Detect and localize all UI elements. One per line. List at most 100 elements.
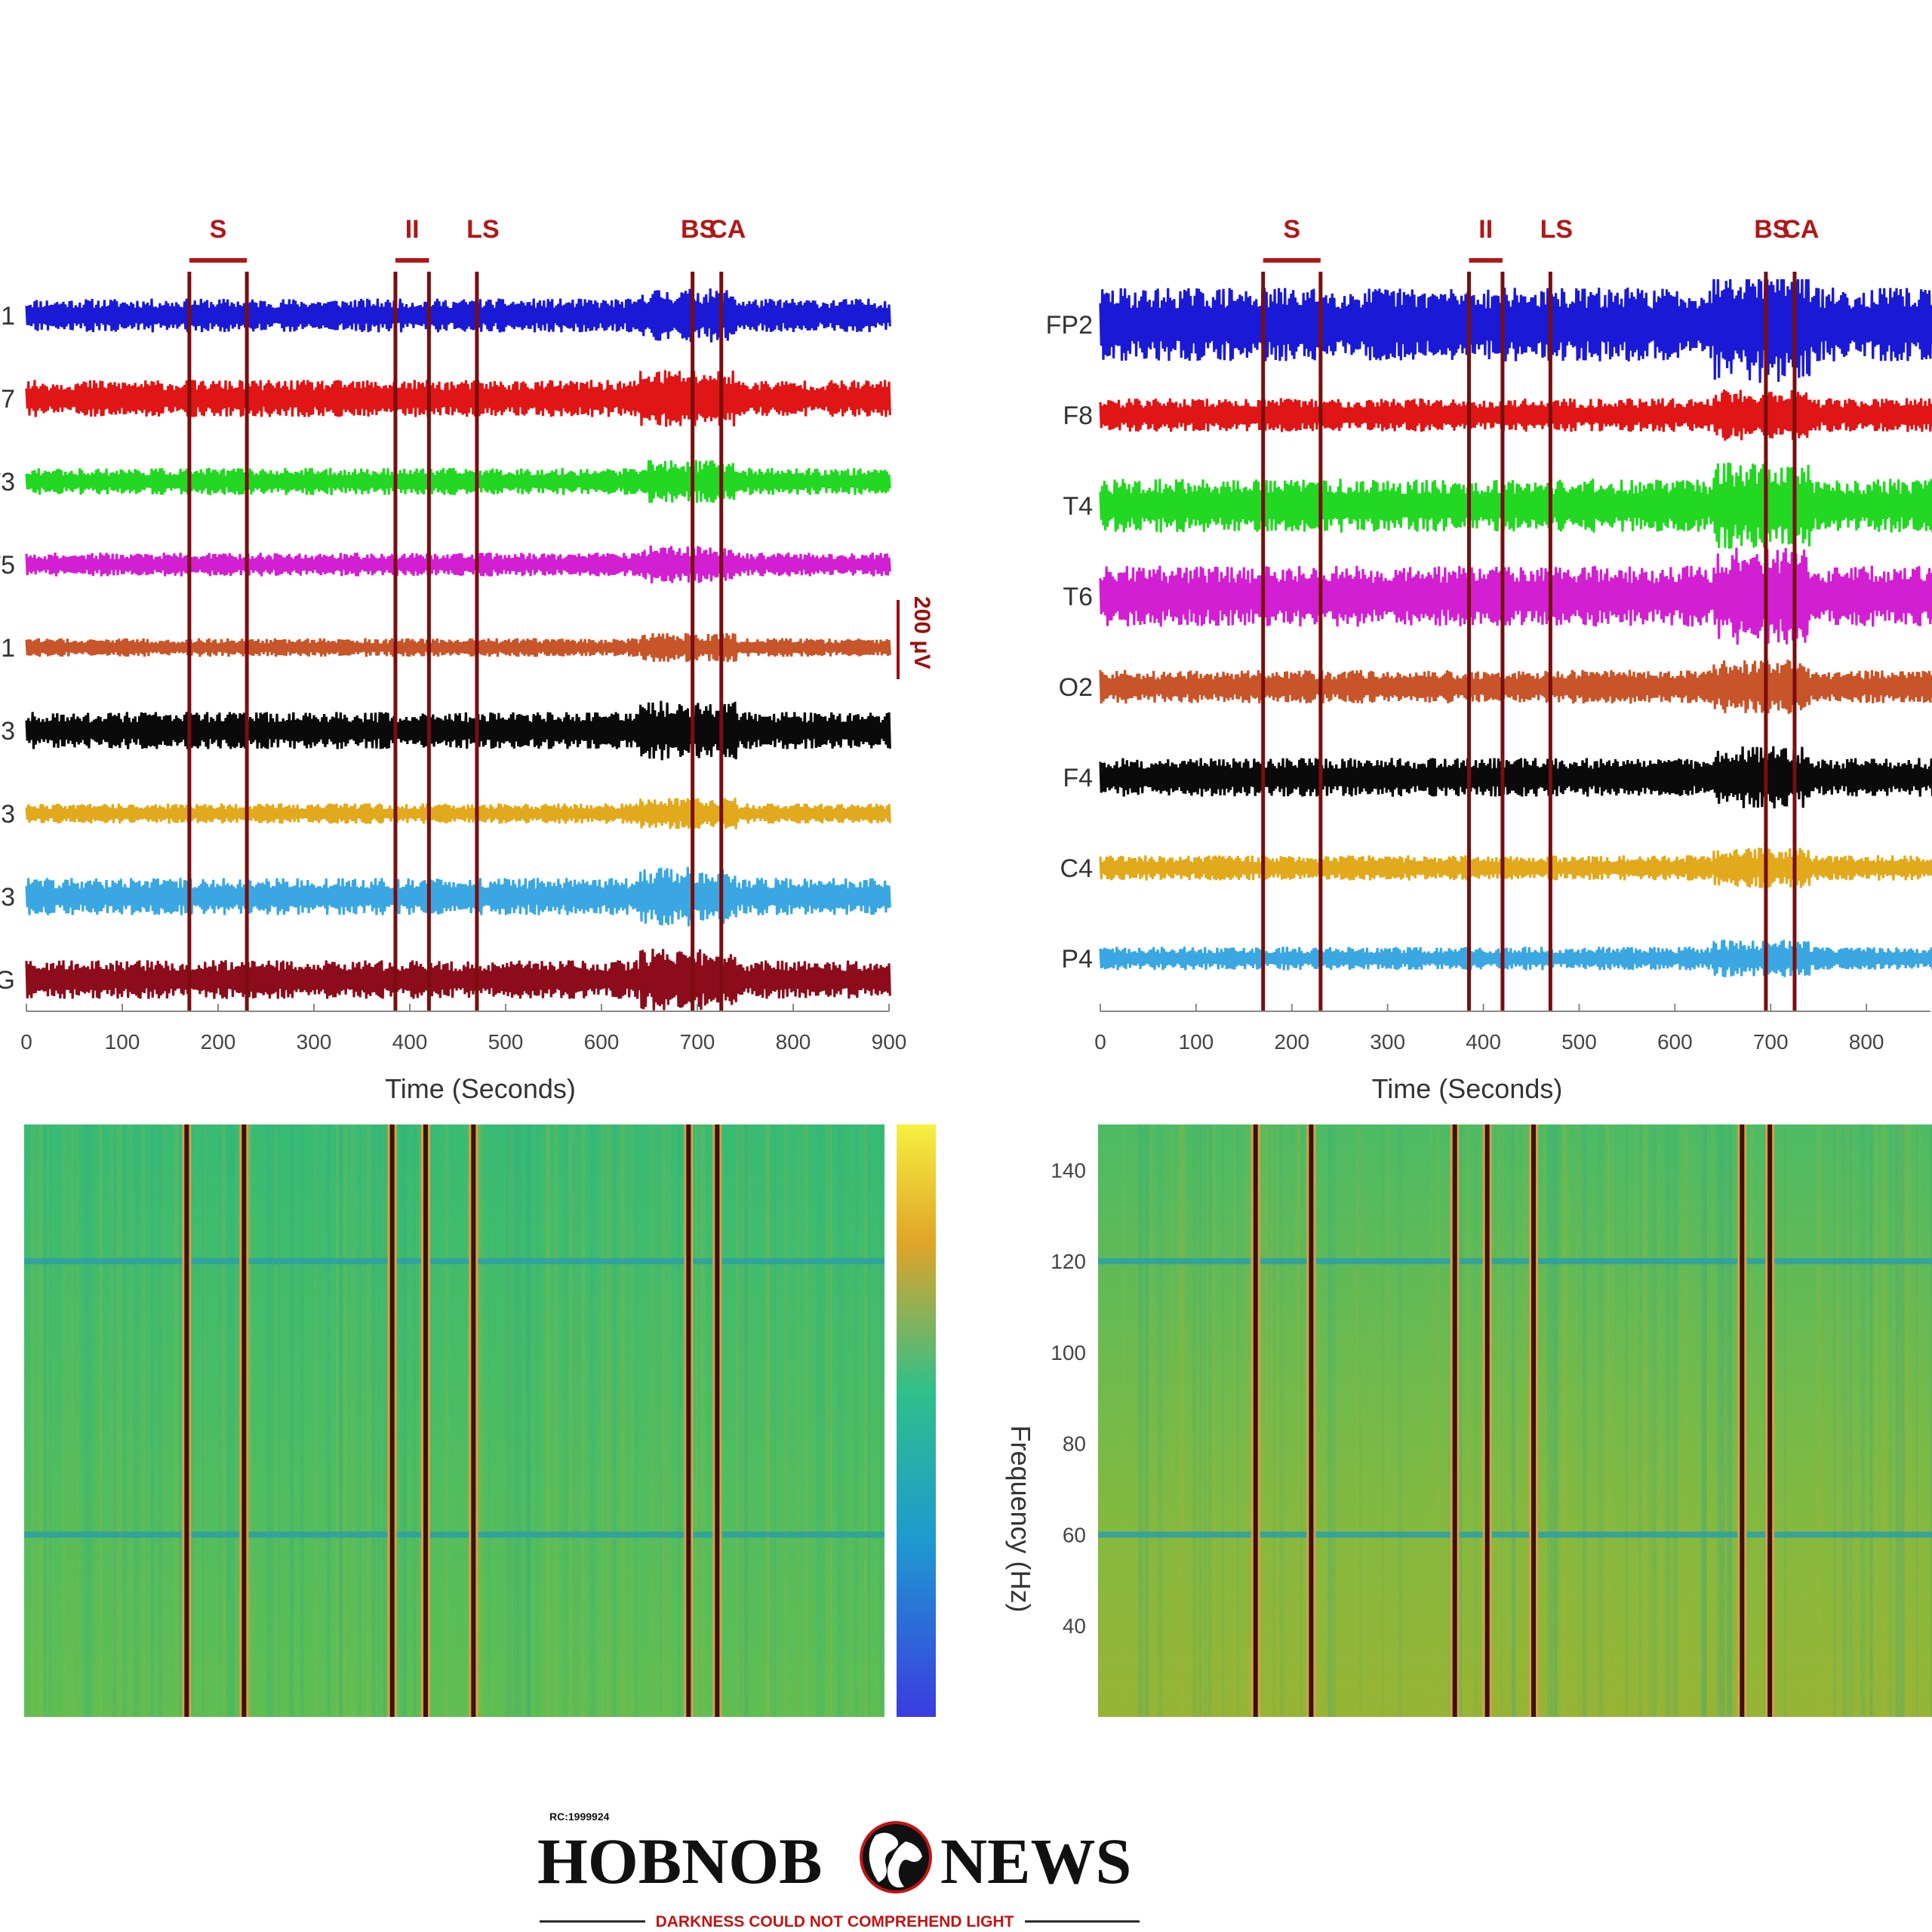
- eeg-right-xtick-800: 800: [1849, 1030, 1884, 1054]
- spectrogram-left-texture-band: [48, 1124, 51, 1717]
- event-label-bs: BS: [1754, 215, 1789, 244]
- channel-trace-o1: [25, 632, 891, 663]
- spectrogram-right-ytick-60: 60: [1063, 1523, 1086, 1546]
- spectrogram-right-texture-band: [1430, 1124, 1433, 1717]
- spectrogram-left-texture-band: [44, 1124, 47, 1717]
- spectrogram-right-texture-band: [1701, 1124, 1706, 1717]
- scale-bar-label: 200 μV: [909, 596, 934, 669]
- spectrogram-right-texture-band: [1598, 1124, 1604, 1717]
- spectrogram-right-texture-band: [1512, 1124, 1515, 1717]
- eeg-right-xtick-700: 700: [1753, 1030, 1789, 1054]
- channel-label-c4: C4: [1060, 854, 1093, 883]
- eeg-left-xtick-300: 300: [297, 1030, 332, 1054]
- spectrogram-left-texture-band: [162, 1124, 166, 1717]
- spectrogram-left-panel: [24, 1124, 936, 1717]
- spectrogram-left-texture-band: [314, 1124, 316, 1717]
- spectrogram-left-texture-band: [382, 1124, 387, 1717]
- spectrogram-left-texture-band: [111, 1124, 117, 1717]
- eeg-left-xtick-100: 100: [105, 1030, 140, 1054]
- spectrogram-left-texture-band: [660, 1124, 663, 1717]
- channel-trace-p1: [25, 288, 891, 343]
- channel-label-t5: T5: [0, 551, 15, 580]
- spectrogram-right-texture-band: [1786, 1124, 1789, 1717]
- spectrogram-left-texture-band: [863, 1124, 865, 1717]
- spectrogram-right-texture-band: [1727, 1124, 1730, 1717]
- spectrogram-left-texture-band: [358, 1124, 362, 1717]
- channel-label-f4: F4: [1063, 764, 1093, 792]
- spectrogram-right-texture-band: [1684, 1124, 1689, 1717]
- spectrogram-left-texture-band: [659, 1124, 663, 1717]
- spectrogram-right-texture-band: [1860, 1124, 1866, 1717]
- channel-trace-t6: [1099, 547, 1932, 645]
- spectrogram-left-texture-band: [274, 1124, 278, 1717]
- eeg-left-xtick-600: 600: [584, 1030, 620, 1054]
- eeg-right-traces: [1099, 279, 1932, 977]
- spectrogram-left-texture-band: [527, 1124, 529, 1717]
- spectrogram-right-texture-band: [1244, 1124, 1250, 1717]
- spectrogram-right-texture-band: [1272, 1124, 1275, 1717]
- spectrogram-right-texture-band: [1457, 1124, 1463, 1717]
- channel-trace-c4: [1099, 848, 1932, 888]
- spectrogram-left-texture-band: [826, 1124, 829, 1717]
- spectrogram-right-texture-band: [1158, 1124, 1163, 1717]
- spectrogram-right-field: [1098, 1124, 1932, 1717]
- channel-trace-c3: [25, 798, 891, 829]
- spectrogram-right-texture-band: [1642, 1124, 1647, 1717]
- spectrogram-right-texture-band: [1727, 1124, 1733, 1717]
- spectrogram-right-texture-band: [1721, 1124, 1726, 1717]
- spectrogram-left-texture-band: [694, 1124, 699, 1717]
- spectrogram-right-texture-band: [1281, 1124, 1287, 1717]
- channel-label-o2: O2: [1059, 673, 1093, 702]
- event-label-ls: LS: [1540, 215, 1573, 244]
- spectrogram-right-texture-band: [1280, 1124, 1285, 1717]
- spectrogram-right-texture-band: [1848, 1124, 1854, 1717]
- spectrogram-right-texture-band: [1360, 1124, 1363, 1717]
- spectrogram-right-texture-band: [1749, 1124, 1753, 1717]
- eeg-left-xtick-0: 0: [20, 1030, 32, 1054]
- channel-trace-t4: [1099, 462, 1932, 549]
- spectrogram-left-texture-band: [343, 1124, 348, 1717]
- spectrogram-left-texture-band: [783, 1124, 789, 1717]
- spectrogram-right-texture-band: [1652, 1124, 1657, 1717]
- spectrogram-right-texture-band: [1646, 1124, 1649, 1717]
- event-label-ca: CA: [1782, 215, 1819, 244]
- spectrogram-left-texture-band: [649, 1124, 655, 1717]
- event-label-ii: II: [405, 215, 420, 244]
- spectrogram-right-panel: 40 60 80 100 120 140 Frequency (Hz): [1005, 1124, 1932, 1717]
- spectrogram-right-texture-band: [1398, 1124, 1402, 1717]
- spectrogram-right-texture-band: [1649, 1124, 1652, 1717]
- spectrogram-right-texture-band: [1259, 1124, 1264, 1717]
- spectrogram-right-texture-band: [1206, 1124, 1210, 1717]
- spectrogram-left-texture-band: [174, 1124, 178, 1717]
- spectrogram-left-texture-band: [403, 1124, 406, 1717]
- spectrogram-right-texture-band: [1900, 1124, 1905, 1717]
- eeg-right-xtick-500: 500: [1561, 1030, 1597, 1054]
- channel-label-c3: C3: [0, 800, 15, 829]
- spectrogram-left-texture-band: [371, 1124, 375, 1717]
- spectrogram-left-texture-band: [506, 1124, 509, 1717]
- spectrogram-left-texture-band: [39, 1124, 43, 1717]
- spectrogram-right-texture-band: [1825, 1124, 1828, 1717]
- spectrogram-right-texture-band: [1851, 1124, 1855, 1717]
- spectrogram-right-texture-band: [1726, 1124, 1732, 1717]
- spectrogram-right-texture-band: [1271, 1124, 1273, 1717]
- spectrogram-right-ytick-120: 120: [1051, 1250, 1086, 1273]
- spectrogram-left-texture-band: [510, 1124, 515, 1717]
- watermark-logo: RC:1999924 HOBNOB NEWS DARKNESS COULD NO…: [537, 1810, 1140, 1930]
- spectrogram-right-texture-band: [1512, 1124, 1516, 1717]
- spectrogram-left-texture-band: [546, 1124, 550, 1717]
- spectrogram-right-texture-band: [1900, 1124, 1905, 1717]
- spectrogram-left-texture-band: [47, 1124, 49, 1717]
- spectrogram-right-texture-band: [1748, 1124, 1750, 1717]
- spectrogram-left-texture-band: [87, 1124, 93, 1717]
- spectrogram-left-texture-band: [229, 1124, 235, 1717]
- spectrogram-right-texture-band: [1638, 1124, 1641, 1717]
- channel-trace-p3: [25, 866, 891, 927]
- channel-trace-p4: [1099, 940, 1932, 977]
- spectrogram-left-texture-band: [867, 1124, 871, 1717]
- spectrogram-left-texture-band: [740, 1124, 745, 1717]
- channel-label-f3: F3: [0, 717, 15, 746]
- spectrogram-right-texture-band: [1842, 1124, 1847, 1717]
- spectrogram-right-texture-band: [1547, 1124, 1549, 1717]
